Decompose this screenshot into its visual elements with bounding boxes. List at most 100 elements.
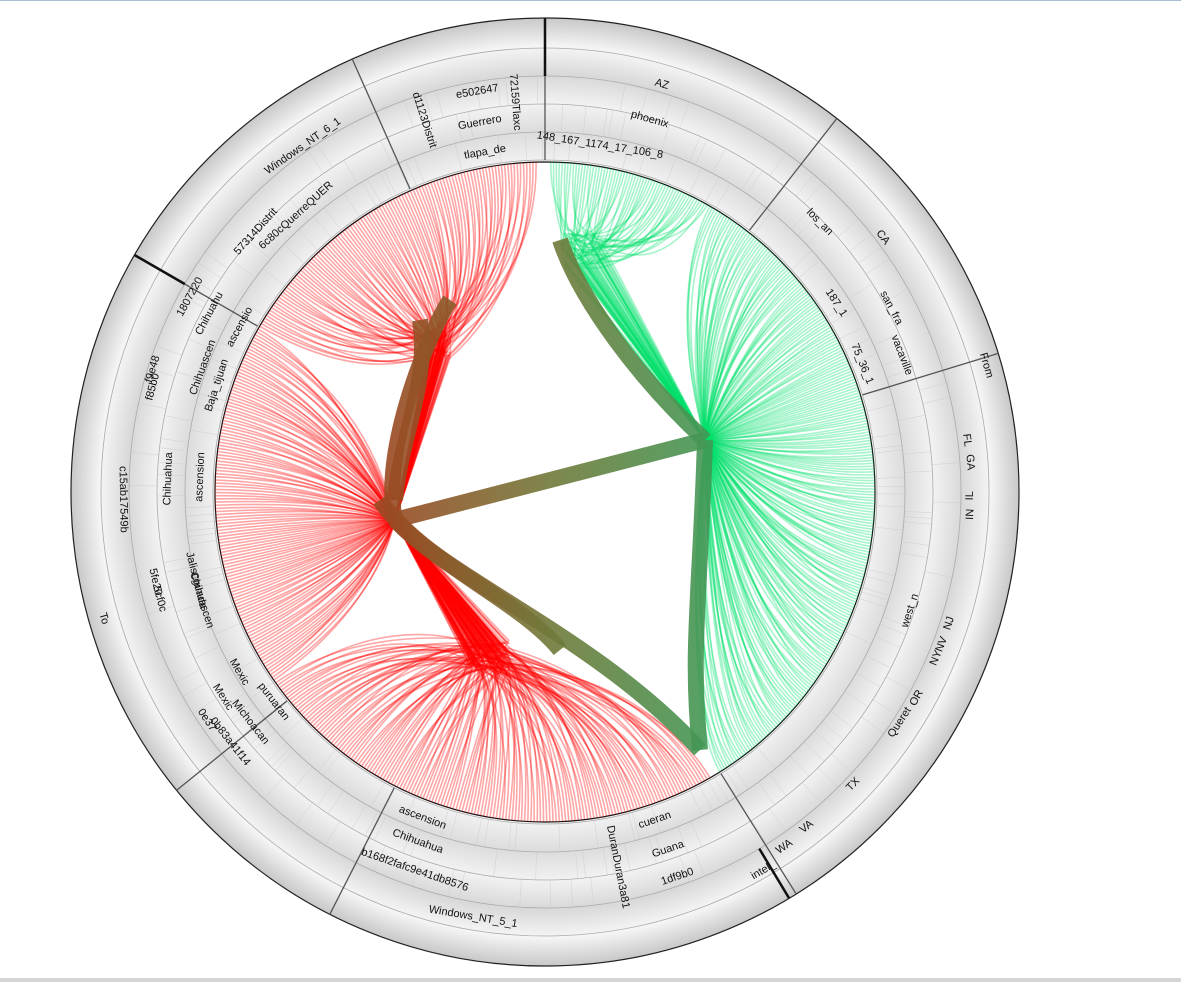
ring-texture bbox=[383, 170, 397, 196]
ring-texture bbox=[705, 176, 720, 202]
ring-texture bbox=[874, 449, 903, 454]
edge bbox=[394, 519, 516, 822]
edge bbox=[573, 184, 706, 441]
edge bbox=[215, 519, 396, 535]
edge bbox=[569, 177, 706, 441]
rings bbox=[100, 18, 999, 937]
edge bbox=[704, 383, 860, 441]
ring-texture bbox=[873, 333, 900, 346]
ring-texture bbox=[182, 682, 208, 697]
ring-texture bbox=[214, 623, 241, 635]
edge bbox=[704, 439, 861, 599]
edge bbox=[704, 439, 785, 724]
edge bbox=[243, 519, 396, 633]
ring-texture bbox=[274, 750, 295, 771]
ring-texture bbox=[194, 646, 220, 659]
edge bbox=[247, 344, 396, 521]
ring-texture bbox=[886, 676, 911, 691]
ring-texture bbox=[325, 821, 341, 846]
edge bbox=[704, 439, 873, 548]
ring-texture bbox=[689, 136, 701, 163]
ring-texture bbox=[230, 702, 254, 720]
edge bbox=[341, 519, 502, 756]
edge bbox=[217, 519, 396, 548]
edges bbox=[215, 162, 875, 822]
edge bbox=[704, 356, 849, 441]
edge bbox=[704, 366, 854, 441]
edge bbox=[704, 439, 875, 459]
edge bbox=[704, 439, 875, 493]
ring-texture bbox=[178, 294, 204, 308]
ring-texture bbox=[695, 139, 708, 165]
ring-texture bbox=[806, 224, 827, 245]
ring-texture bbox=[323, 207, 342, 231]
edge bbox=[394, 519, 564, 822]
edge bbox=[224, 519, 396, 582]
edge bbox=[394, 519, 508, 812]
edge bbox=[236, 367, 396, 521]
edge bbox=[394, 163, 503, 521]
ring-texture bbox=[861, 591, 889, 601]
edge bbox=[394, 519, 558, 822]
edge bbox=[704, 422, 870, 442]
ring-texture bbox=[289, 199, 309, 221]
edge bbox=[704, 361, 851, 441]
edge bbox=[394, 162, 531, 521]
edge bbox=[240, 358, 396, 521]
edge bbox=[704, 231, 753, 441]
edge bbox=[704, 296, 815, 441]
edge bbox=[704, 303, 820, 441]
edge bbox=[229, 388, 396, 521]
ring-texture bbox=[558, 823, 561, 852]
ring-texture bbox=[861, 716, 885, 734]
ring-texture bbox=[628, 813, 636, 841]
edge bbox=[704, 439, 875, 522]
top-border bbox=[0, 0, 1181, 1]
edge bbox=[704, 439, 862, 593]
edge bbox=[394, 519, 574, 822]
ring-texture bbox=[844, 691, 869, 708]
ring-texture bbox=[343, 160, 359, 185]
edge bbox=[704, 439, 806, 700]
edge bbox=[253, 519, 396, 653]
edge bbox=[583, 167, 706, 441]
ring-texture bbox=[196, 573, 224, 581]
edge bbox=[297, 519, 501, 715]
edge bbox=[704, 439, 872, 557]
edge bbox=[590, 165, 706, 441]
ring-texture bbox=[791, 250, 813, 270]
node-label: To bbox=[97, 611, 112, 625]
ring-texture bbox=[879, 624, 906, 635]
edge bbox=[704, 345, 844, 441]
edge bbox=[263, 519, 396, 669]
ring-texture bbox=[830, 710, 854, 729]
edge bbox=[222, 519, 396, 573]
ring-texture bbox=[872, 699, 897, 715]
edge bbox=[394, 519, 481, 795]
ring-texture bbox=[689, 167, 703, 194]
ring-texture bbox=[233, 658, 258, 673]
edge bbox=[394, 187, 448, 521]
ring-texture bbox=[818, 767, 839, 788]
ring-texture bbox=[862, 587, 890, 596]
edge bbox=[704, 327, 835, 441]
edge bbox=[394, 519, 496, 794]
ring-texture bbox=[197, 579, 225, 588]
edge bbox=[319, 519, 496, 737]
edge bbox=[385, 199, 441, 521]
edge bbox=[704, 439, 848, 631]
edge bbox=[223, 519, 396, 576]
ring-texture bbox=[281, 718, 303, 738]
edge bbox=[392, 519, 507, 788]
ring-texture bbox=[317, 749, 336, 772]
edge bbox=[225, 519, 396, 585]
edge bbox=[378, 519, 479, 781]
edge bbox=[394, 519, 693, 791]
edge bbox=[704, 439, 875, 528]
edge bbox=[394, 167, 481, 521]
ring-texture bbox=[190, 429, 218, 436]
edge-bundle bbox=[387, 318, 431, 501]
edge bbox=[394, 519, 621, 816]
edge bbox=[704, 439, 821, 679]
ring-texture bbox=[679, 855, 690, 883]
